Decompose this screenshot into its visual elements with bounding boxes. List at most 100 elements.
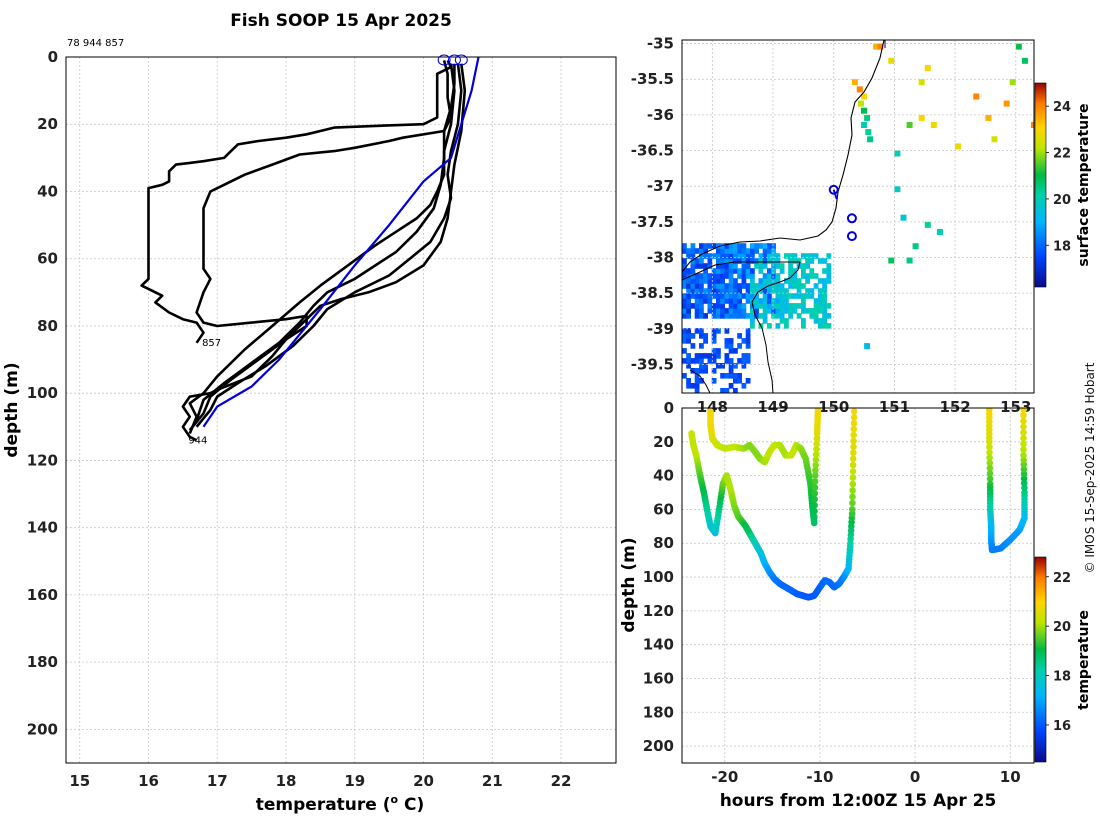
map-x-tick-label: 148 bbox=[697, 398, 728, 416]
sst-cell bbox=[758, 278, 764, 284]
credit-text: © IMOS 15-Sep-2025 14:59 Hobart bbox=[1083, 362, 1097, 573]
sst-cell bbox=[699, 328, 704, 334]
sst-cell bbox=[694, 288, 700, 294]
sst-cell bbox=[754, 298, 759, 304]
sst-cell bbox=[762, 278, 768, 284]
sst-cell bbox=[750, 318, 755, 324]
sst-cell bbox=[716, 258, 721, 264]
profile-y-tick-label: 80 bbox=[37, 317, 58, 335]
sst-cell bbox=[826, 323, 832, 329]
sst-cell bbox=[750, 243, 755, 249]
sst-cell bbox=[779, 268, 785, 274]
sst-cell bbox=[686, 288, 691, 294]
sst-cell bbox=[716, 243, 721, 249]
sst-cell bbox=[861, 107, 867, 114]
sst-cell bbox=[707, 308, 713, 314]
sst-cell bbox=[851, 79, 858, 86]
sst-cell bbox=[686, 313, 691, 319]
sst-cell bbox=[686, 383, 691, 389]
map-background bbox=[682, 40, 1034, 393]
sst-cell bbox=[690, 303, 696, 309]
profile-y-tick-label: 0 bbox=[48, 48, 58, 66]
sst-cell bbox=[694, 378, 700, 384]
sst-cell bbox=[779, 293, 785, 299]
sst-cell bbox=[720, 388, 725, 393]
sst-cell bbox=[767, 288, 772, 294]
map-y-tick-label: -38 bbox=[647, 249, 674, 267]
time-depth-point bbox=[811, 513, 818, 521]
sst-cell bbox=[813, 303, 819, 309]
sst-cell bbox=[745, 298, 751, 304]
sst-cell bbox=[826, 253, 832, 259]
sst-cell bbox=[690, 343, 696, 349]
sst-cell bbox=[724, 253, 730, 259]
sst-cell bbox=[728, 363, 734, 369]
profile-id-label: 78 944 857 bbox=[67, 38, 124, 49]
sst-cell bbox=[826, 263, 832, 269]
surface-marker bbox=[454, 54, 468, 66]
sst-cell bbox=[758, 283, 764, 289]
model-profile-line bbox=[202, 57, 480, 428]
sst-cell bbox=[686, 273, 691, 279]
sst-cell bbox=[784, 288, 789, 294]
profile-x-tick-label: 20 bbox=[413, 772, 434, 790]
sst-cell bbox=[936, 229, 943, 235]
sst-cell bbox=[733, 378, 738, 384]
sst-cell bbox=[699, 308, 704, 314]
sst-cell bbox=[699, 303, 704, 309]
sst-cell bbox=[1021, 57, 1028, 64]
sst-cell bbox=[720, 253, 725, 259]
sst-cell bbox=[779, 303, 785, 309]
sst-cell bbox=[711, 368, 717, 374]
sst-cell bbox=[955, 143, 962, 150]
station-marker bbox=[846, 213, 857, 224]
time-depth-y-tick-label: 40 bbox=[653, 467, 674, 485]
sst-cell bbox=[737, 298, 742, 304]
sst-cell bbox=[754, 288, 759, 294]
sst-cell bbox=[711, 328, 717, 334]
profile-y-tick-label: 140 bbox=[27, 519, 58, 537]
sst-cell bbox=[858, 100, 864, 107]
sst-cell bbox=[703, 368, 708, 374]
sst-cell bbox=[686, 303, 691, 309]
sst-cell bbox=[699, 248, 704, 254]
time-depth-point bbox=[849, 487, 856, 494]
sst-cell bbox=[682, 243, 687, 249]
sst-cell bbox=[690, 283, 696, 289]
sst-cell bbox=[720, 308, 725, 314]
sst-cell bbox=[912, 243, 919, 250]
sst-cell bbox=[711, 273, 717, 279]
sst-cell bbox=[792, 258, 798, 264]
profile-x-tick-label: 17 bbox=[207, 772, 228, 790]
sst-cell bbox=[724, 283, 730, 289]
sst-cell bbox=[745, 253, 751, 259]
sst-cell bbox=[792, 293, 798, 299]
time-depth-point bbox=[1020, 452, 1027, 459]
sst-cell bbox=[682, 293, 687, 299]
sst-cell bbox=[741, 268, 747, 274]
sst-cell bbox=[720, 283, 725, 289]
time-depth-y-tick-label: 120 bbox=[643, 602, 674, 620]
sst-cell bbox=[690, 358, 696, 364]
sst-cell bbox=[716, 298, 721, 304]
sst-cell bbox=[784, 308, 789, 314]
temperature-colorbar-tick-label: 22 bbox=[1053, 571, 1071, 586]
sst-cell bbox=[703, 288, 708, 294]
temperature-profile-line bbox=[195, 63, 463, 428]
sst-cell bbox=[822, 313, 827, 319]
sst-cell bbox=[703, 278, 708, 284]
time-depth-point bbox=[849, 461, 857, 469]
sst-cell bbox=[737, 273, 742, 279]
sst-cell bbox=[682, 248, 687, 254]
sst-cell bbox=[888, 57, 895, 64]
sst-cell bbox=[733, 248, 738, 254]
sst-cell bbox=[813, 308, 819, 314]
sst-cell bbox=[716, 293, 721, 299]
sst-cell bbox=[682, 258, 687, 264]
sst-cell bbox=[745, 343, 751, 349]
sst-cell bbox=[788, 303, 793, 309]
profile-y-axis-label: depth (m) bbox=[2, 362, 22, 457]
sst-cell bbox=[750, 248, 755, 254]
sst-cell bbox=[750, 288, 755, 294]
sst-cell bbox=[716, 313, 721, 319]
